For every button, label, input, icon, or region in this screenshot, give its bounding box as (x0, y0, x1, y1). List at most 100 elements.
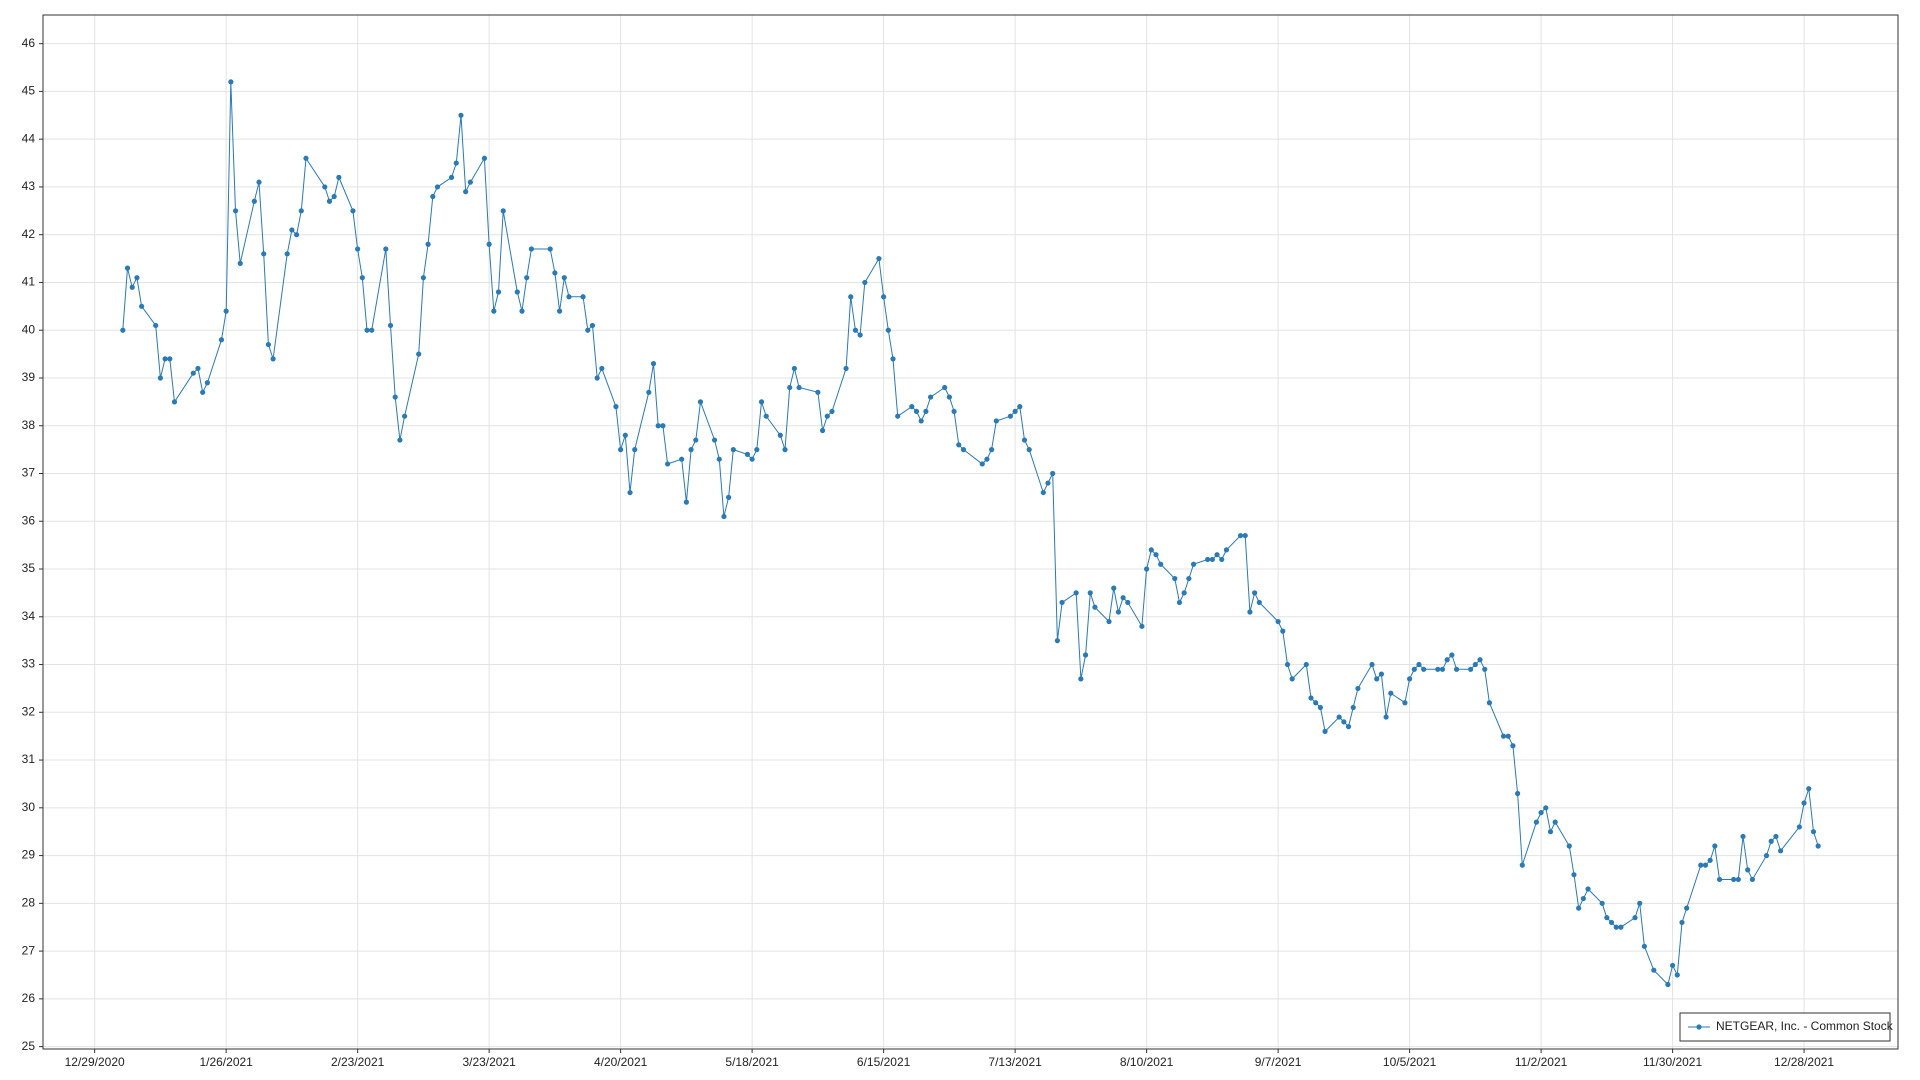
point (1472, 661, 1478, 668)
y-tick-label: 30 (22, 800, 36, 814)
point (819, 427, 826, 434)
point (1745, 867, 1751, 873)
y-tick-label: 31 (22, 752, 36, 766)
point (402, 413, 408, 419)
point (979, 461, 985, 467)
point (956, 442, 962, 448)
x-tick-label: 9/7/2021 (1255, 1055, 1302, 1069)
point (650, 361, 657, 367)
point (1806, 786, 1812, 792)
point (1280, 628, 1286, 634)
x-tick-label: 5/18/2021 (725, 1055, 779, 1069)
point (1486, 700, 1493, 706)
point (1402, 700, 1408, 706)
x-tick-label: 1/26/2021 (199, 1055, 253, 1069)
point (754, 447, 760, 453)
point (1237, 532, 1244, 539)
point (1021, 437, 1028, 443)
point (467, 179, 473, 185)
point (1322, 728, 1328, 734)
point (895, 413, 901, 419)
point (420, 275, 426, 281)
point (265, 341, 272, 348)
point (758, 399, 765, 405)
point (1453, 666, 1460, 672)
point (1731, 876, 1737, 883)
point (843, 365, 849, 372)
point (167, 356, 173, 362)
point (139, 303, 145, 309)
point (434, 184, 441, 190)
point (552, 270, 558, 276)
point (993, 418, 999, 424)
point (1350, 704, 1356, 711)
point (613, 404, 619, 410)
x-tick-label: 6/15/2021 (857, 1055, 911, 1069)
point (204, 380, 210, 386)
point (1566, 843, 1572, 849)
point (1284, 661, 1291, 668)
point (664, 461, 671, 467)
point (1533, 819, 1539, 825)
legend-box (1679, 1012, 1891, 1042)
point (909, 404, 915, 410)
point (397, 437, 403, 443)
point (1209, 556, 1215, 563)
point (1599, 900, 1605, 906)
point (387, 322, 394, 329)
x-tick-label: 4/20/2021 (594, 1055, 648, 1069)
point (1585, 886, 1591, 892)
point (580, 294, 586, 300)
point (1223, 547, 1230, 553)
point (514, 289, 520, 295)
point (918, 418, 924, 424)
point (491, 308, 497, 314)
point (237, 260, 243, 266)
point (1707, 857, 1713, 863)
point (1735, 876, 1741, 883)
point (519, 308, 525, 314)
x-tick-label: 3/23/2021 (462, 1055, 516, 1069)
point (989, 447, 995, 453)
point (1618, 924, 1624, 930)
point (1665, 981, 1671, 988)
point (1416, 661, 1422, 668)
point (1712, 843, 1718, 849)
point (1763, 852, 1770, 859)
point (1139, 623, 1145, 629)
legend-marker (1696, 1024, 1702, 1030)
y-tick-label: 39 (22, 370, 36, 384)
point (293, 232, 300, 238)
point (927, 394, 934, 400)
point (486, 241, 492, 247)
point (336, 174, 342, 180)
point (1571, 872, 1577, 878)
x-tick-label: 10/5/2021 (1383, 1055, 1437, 1069)
point (1406, 676, 1413, 682)
y-tick-label: 37 (22, 466, 36, 480)
point (1247, 609, 1253, 615)
point (566, 294, 572, 300)
point (1186, 575, 1192, 582)
point (547, 246, 553, 252)
point (453, 160, 459, 166)
point (284, 251, 290, 257)
point (693, 437, 699, 443)
point (1519, 862, 1525, 868)
point (1303, 661, 1309, 668)
point (1698, 862, 1704, 868)
point (1153, 552, 1159, 558)
point (1740, 833, 1746, 840)
point (1144, 566, 1150, 572)
point (960, 447, 967, 453)
point (416, 351, 422, 357)
point (1181, 590, 1187, 596)
point (951, 408, 957, 415)
point (1411, 666, 1417, 672)
point (1773, 833, 1779, 840)
point (1510, 743, 1516, 749)
point (1815, 843, 1821, 849)
point (289, 227, 295, 233)
point (1768, 838, 1774, 844)
